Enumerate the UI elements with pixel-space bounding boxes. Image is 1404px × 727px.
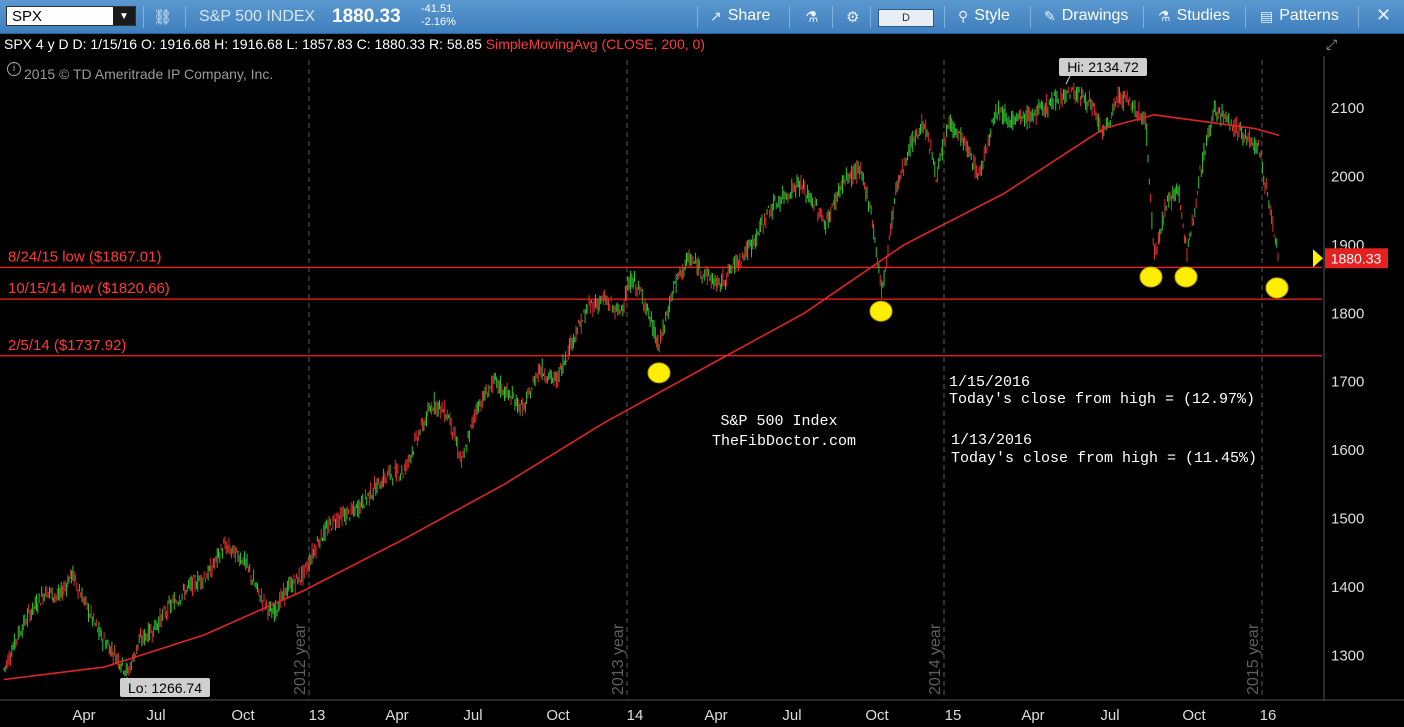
divider — [789, 6, 790, 28]
time-tick-label: Apr — [72, 707, 95, 724]
time-tick-label: Oct — [546, 707, 570, 724]
change-percent: -2.16% — [421, 16, 456, 28]
price-tick-label: 1600 — [1331, 442, 1364, 459]
symbol-description: S&P 500 INDEX — [199, 8, 316, 25]
swing-low-marker — [1139, 266, 1163, 288]
support-line-label: 2/5/14 ($1737.92) — [8, 337, 126, 354]
time-tick-label: Oct — [231, 707, 255, 724]
swing-low-marker — [869, 300, 893, 322]
divider — [944, 6, 945, 28]
last-price-arrow-icon — [1313, 249, 1323, 268]
time-tick-label: Oct — [1182, 707, 1206, 724]
aggregation-select[interactable]: D — [878, 9, 934, 27]
expand-icon[interactable]: ⤢ — [1326, 36, 1338, 52]
annotation-note2-text: Today's close from high = (11.45%) — [951, 450, 1257, 467]
year-marker-label: 2013 year — [610, 623, 627, 695]
low-label-box — [120, 678, 210, 697]
annotation-note1-date: 1/15/2016 — [949, 374, 1030, 391]
time-tick-label: Apr — [1021, 707, 1044, 724]
swing-low-marker — [1265, 277, 1289, 299]
price-tick-label: 2000 — [1331, 168, 1364, 185]
time-tick-label: Apr — [704, 707, 727, 724]
style-icon: ⚲ — [958, 7, 969, 24]
annotation-note1-text: Today's close from high = (12.97%) — [949, 391, 1255, 408]
divider — [697, 6, 698, 28]
top-toolbar: SPX ▼ ⛓ S&P 500 INDEX 1880.33 -41.51 -2.… — [0, 0, 1404, 34]
style-button[interactable]: ⚲ Style — [958, 7, 1010, 25]
divider — [1245, 6, 1246, 28]
divider — [1358, 6, 1359, 28]
high-label-leader — [1065, 75, 1071, 85]
support-line-label: 8/24/15 low ($1867.01) — [8, 248, 161, 265]
year-marker-label: 2015 year — [1245, 623, 1262, 695]
last-price-tag-label: 1880.33 — [1331, 250, 1382, 266]
copyright-text: 2015 © TD Ameritrade IP Company, Inc. — [24, 66, 274, 82]
last-price-tag — [1325, 248, 1388, 269]
studies-button[interactable]: ⚗ Studies — [1158, 7, 1230, 25]
support-line-label: 10/15/14 low ($1820.66) — [8, 280, 170, 297]
low-label: Lo: 1266.74 — [128, 680, 202, 696]
time-tick-label: 16 — [1260, 707, 1277, 724]
price-chart[interactable]: 2012 year 2013 year 2014 year 2015 year 8/2… — [0, 56, 1404, 727]
annotation-note2-date: 1/13/2016 — [951, 432, 1032, 449]
last-price: 1880.33 — [332, 6, 401, 27]
flask-icon: ⚗ — [1158, 7, 1171, 24]
patterns-icon: ▤ — [1260, 7, 1274, 24]
annotation-subtitle: TheFibDoctor.com — [712, 433, 856, 450]
share-label: Share — [727, 7, 771, 24]
divider — [143, 6, 144, 28]
drawings-button[interactable]: ✎ Drawings — [1044, 7, 1128, 25]
year-marker-label: 2014 year — [927, 623, 944, 695]
price-tick-label: 1500 — [1331, 511, 1364, 528]
divider — [870, 6, 871, 28]
gear-icon[interactable]: ⚙ — [846, 9, 860, 26]
drawings-label: Drawings — [1061, 7, 1129, 24]
patterns-label: Patterns — [1279, 7, 1339, 24]
close-icon[interactable]: ✕ — [1376, 5, 1392, 25]
study-label[interactable]: SimpleMovingAvg (CLOSE, 200, 0) — [485, 36, 705, 52]
high-label: Hi: 2134.72 — [1067, 59, 1139, 75]
sma-200-line — [3, 113, 1280, 681]
symbol-selector[interactable]: SPX ▼ — [6, 6, 136, 26]
time-tick-label: 14 — [627, 707, 644, 724]
time-tick-label: Jul — [1100, 707, 1119, 724]
link-icon[interactable]: ⛓ — [153, 9, 173, 26]
time-tick-label: 15 — [945, 707, 962, 724]
info-icon[interactable]: i — [7, 62, 21, 76]
swing-low-marker — [1174, 266, 1198, 288]
price-tick-label: 1700 — [1331, 374, 1364, 391]
time-tick-label: Jul — [782, 707, 801, 724]
divider — [1030, 6, 1031, 28]
price-tick-label: 1800 — [1331, 305, 1364, 322]
time-tick-label: 13 — [309, 707, 326, 724]
price-tick-label: 2100 — [1331, 100, 1364, 117]
divider — [832, 6, 833, 28]
price-tick-label: 1400 — [1331, 579, 1364, 596]
symbol-input[interactable]: SPX — [12, 7, 43, 25]
divider — [185, 6, 186, 28]
ohlc-summary: SPX 4 y D D: 1/15/16 O: 1916.68 H: 1916.… — [4, 36, 482, 52]
share-icon: ↗ — [710, 7, 722, 24]
price-tick-label: 1300 — [1331, 648, 1364, 665]
change-value: -41.51 — [421, 3, 453, 15]
time-tick-label: Oct — [865, 707, 889, 724]
studies-label: Studies — [1176, 7, 1230, 24]
flask-icon[interactable]: ⚗ — [805, 9, 819, 26]
time-tick-label: Apr — [385, 707, 408, 724]
share-button[interactable]: ↗ Share — [710, 7, 770, 25]
chart-info-bar: SPX 4 y D D: 1/15/16 O: 1916.68 H: 1916.… — [4, 36, 705, 52]
high-label-box — [1059, 58, 1147, 76]
price-change: -41.51 -2.16% — [421, 3, 456, 29]
time-tick-label: Jul — [146, 707, 165, 724]
swing-low-marker — [647, 362, 671, 384]
time-tick-label: Jul — [463, 707, 482, 724]
pencil-icon: ✎ — [1044, 7, 1056, 24]
year-marker-label: 2012 year — [292, 623, 309, 695]
annotation-title: S&P 500 Index — [720, 413, 837, 430]
patterns-button[interactable]: ▤ Patterns — [1260, 7, 1339, 25]
divider — [1143, 6, 1144, 28]
chevron-down-icon[interactable]: ▼ — [113, 7, 135, 25]
style-label: Style — [974, 7, 1010, 24]
